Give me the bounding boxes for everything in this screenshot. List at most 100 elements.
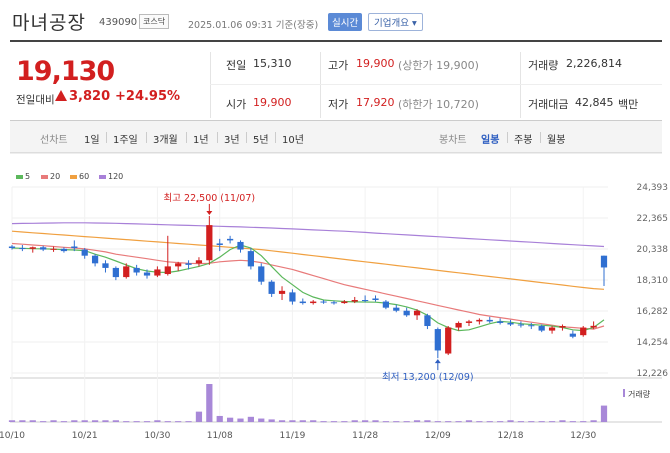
candle (528, 325, 535, 327)
volume-bar (559, 420, 566, 422)
x-tick-label: 10/21 (72, 431, 98, 441)
period-3y[interactable]: 3년 (224, 135, 240, 146)
amount-label: 거래대금 (528, 98, 569, 111)
volume-bar (91, 420, 99, 422)
candle (465, 321, 473, 323)
open-value: 19,900 (253, 96, 292, 109)
candle (154, 269, 161, 276)
candle (455, 322, 462, 328)
period-10y[interactable]: 10년 (282, 135, 304, 146)
candle (497, 321, 504, 323)
stats-divider (320, 52, 321, 118)
tab-monthly[interactable]: 월봉 (547, 135, 566, 146)
candle (19, 248, 26, 250)
y-tick-label: 24,393 (637, 183, 669, 193)
candle (133, 267, 140, 273)
period-separator (246, 132, 247, 143)
candle (362, 300, 369, 302)
volume-bar (600, 405, 608, 422)
stock-name: 마녀공장 (12, 12, 86, 34)
candle (143, 272, 151, 276)
volume-bar (226, 417, 234, 422)
legend-label: 5 (25, 172, 31, 181)
candle (112, 267, 119, 278)
volume-bar (362, 420, 369, 422)
line-chart-label: 선차트 (40, 135, 68, 146)
legend-label: 20 (50, 172, 61, 181)
candle (226, 238, 234, 241)
candle (445, 327, 452, 354)
candle (351, 300, 358, 302)
volume-bar (455, 421, 462, 423)
legend-swatch (70, 174, 77, 179)
low-label: 저가 (328, 98, 349, 111)
legend-swatch (41, 174, 48, 179)
volume-legend-swatch (623, 389, 625, 397)
candle (123, 266, 130, 278)
high-value: 19,900 (356, 57, 395, 70)
candle (164, 266, 171, 275)
volume-bar (382, 421, 390, 423)
x-tick-label: 12/09 (425, 431, 451, 441)
volume-bar (8, 420, 16, 422)
candle (590, 325, 597, 328)
stats-row-divider (210, 84, 662, 85)
quote-datetime: 2025.01.06 09:31 기준(장중) (188, 20, 319, 31)
low-value: 17,920 (356, 96, 395, 109)
lower-limit: (하한가 10,720) (398, 98, 479, 111)
volume-bar (590, 420, 597, 422)
current-price: 19,130 (16, 56, 115, 87)
volume-bar (569, 421, 576, 423)
period-5y[interactable]: 5년 (253, 135, 269, 146)
prev-close-value: 15,310 (253, 57, 292, 70)
volume-bar (258, 418, 265, 422)
period-separator (186, 132, 187, 143)
candle (299, 301, 306, 304)
volume-bar (29, 420, 36, 422)
volume-bar (528, 421, 535, 423)
period-separator (507, 132, 508, 143)
candle (486, 319, 493, 322)
legend-ma20: 20 (41, 172, 60, 181)
candle (403, 310, 410, 316)
up-arrow-icon (55, 90, 67, 101)
period-1w[interactable]: 1주일 (113, 135, 138, 146)
high-label: 고가 (328, 59, 349, 72)
period-separator (540, 132, 541, 143)
volume-bar (445, 421, 452, 423)
candle (424, 315, 431, 327)
company-overview-button[interactable]: 기업개요 ▾ (368, 13, 423, 31)
change-percent: +24.95% (115, 89, 181, 104)
volume-bar (195, 411, 203, 422)
candle (382, 301, 390, 308)
x-tick-label: 10/10 (0, 431, 25, 441)
candle (393, 307, 400, 311)
upper-limit: (상한가 19,900) (398, 59, 479, 72)
candle (81, 249, 88, 256)
volume-bar (185, 421, 192, 423)
candle (330, 302, 338, 304)
tab-weekly[interactable]: 주봉 (514, 135, 533, 146)
volume-bar (580, 421, 587, 423)
change-label: 전일대비 (16, 94, 55, 106)
volume-bar (268, 419, 275, 422)
y-tick-label: 18,310 (637, 276, 669, 286)
low-arrow-head (434, 359, 441, 364)
realtime-button[interactable]: 실시간 (328, 13, 363, 31)
candle (237, 241, 244, 250)
candle (413, 310, 421, 316)
tab-daily[interactable]: 일봉 (481, 135, 500, 146)
y-tick-label: 16,282 (637, 307, 669, 317)
period-separator (146, 132, 147, 143)
period-3m[interactable]: 3개월 (153, 135, 178, 146)
volume-bar (50, 420, 57, 422)
x-tick-label: 11/19 (279, 431, 305, 441)
period-1y[interactable]: 1년 (193, 135, 209, 146)
legend-label: 120 (108, 172, 124, 181)
candle (91, 255, 99, 264)
amount-unit: 백만 (618, 98, 639, 111)
period-1d[interactable]: 1일 (84, 135, 100, 146)
volume-bar (403, 421, 410, 423)
x-tick-label: 12/18 (498, 431, 524, 441)
